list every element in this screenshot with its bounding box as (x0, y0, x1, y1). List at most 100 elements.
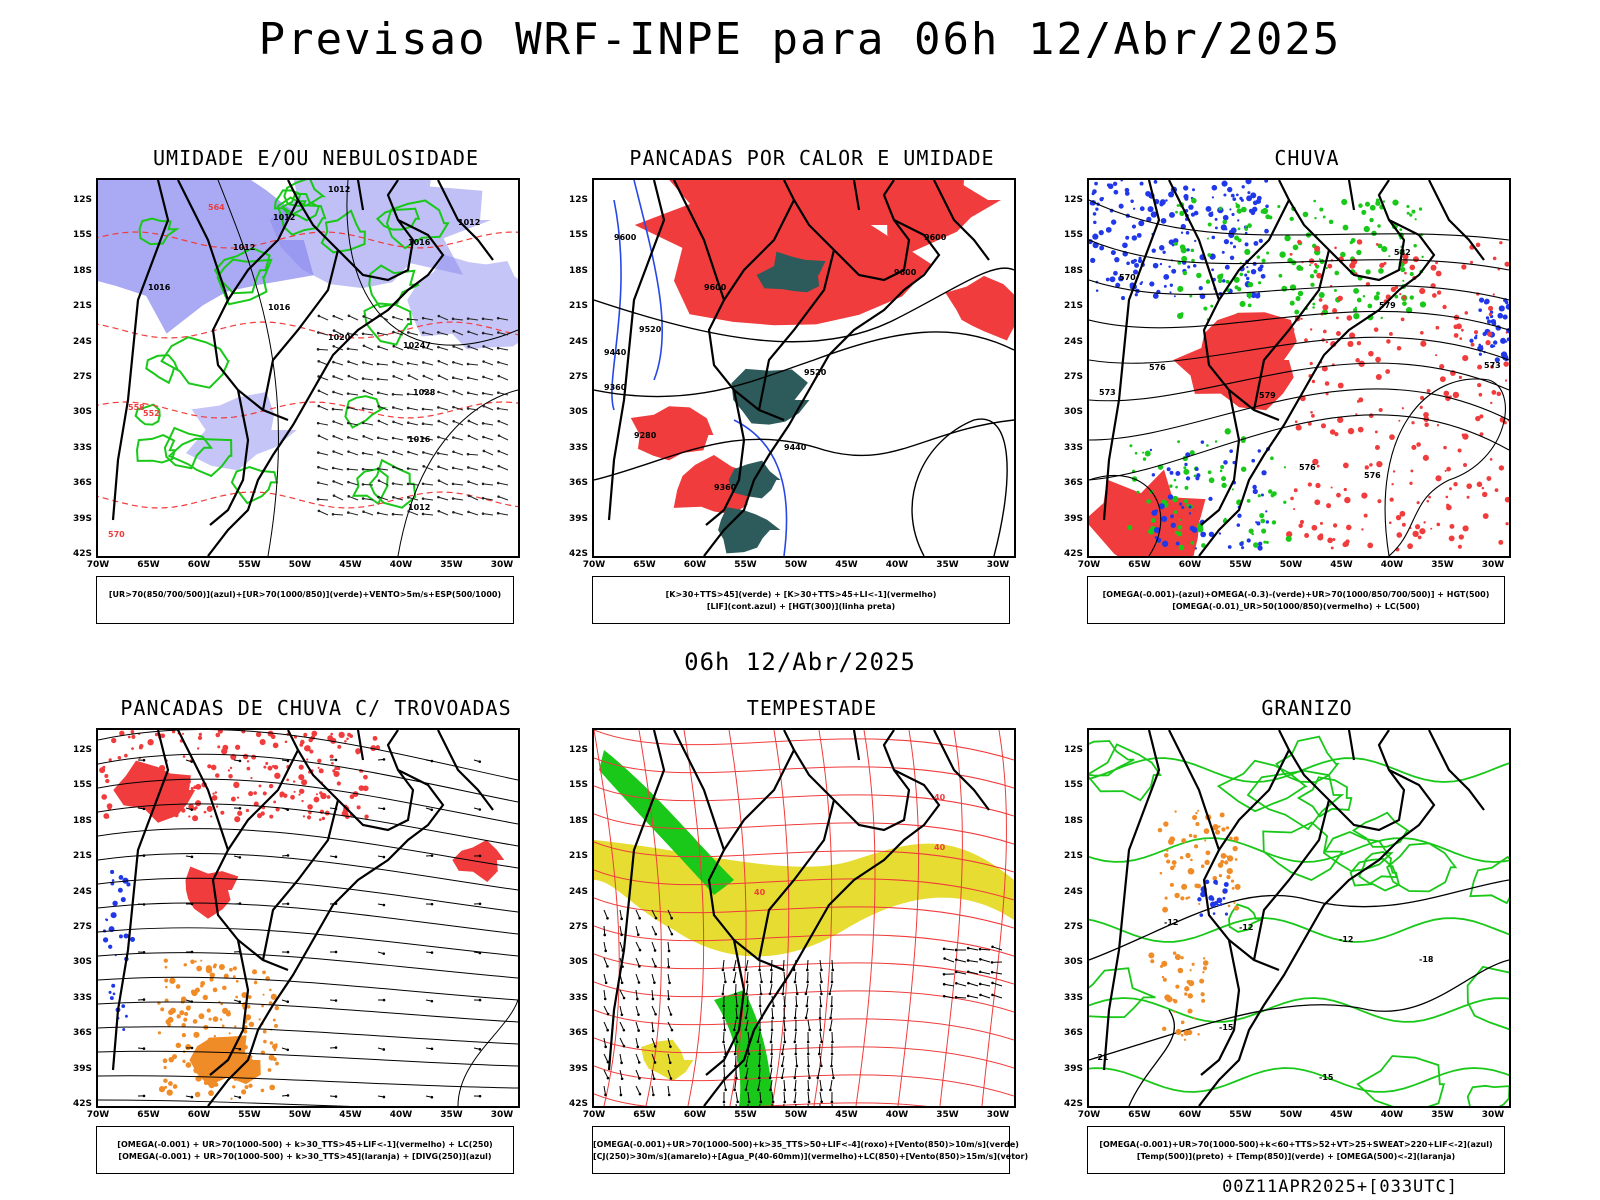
lat-tick-label: 39S (568, 1063, 588, 1074)
wind-vector (498, 407, 509, 411)
streamline-red (683, 730, 705, 1106)
omega-blue-dot (1211, 268, 1215, 272)
rain-dot-red (1304, 338, 1308, 342)
wind-vector (667, 965, 670, 969)
streamline-arrow (238, 1096, 242, 1099)
omega-green-dot (1144, 450, 1151, 457)
lon-tick-label: 35W (1431, 560, 1454, 570)
country-border (673, 180, 785, 422)
rain-dot-red (1330, 486, 1333, 489)
contour-label: 1012 (408, 503, 430, 512)
wind-vector (393, 331, 404, 336)
omega-blue-dot (1099, 245, 1105, 251)
wind-vector (980, 958, 991, 963)
hail-dot-blue (1222, 896, 1226, 900)
lon-tick-label: 65W (137, 1110, 160, 1120)
wind-vector (318, 315, 329, 321)
omega-green-dot (1314, 216, 1317, 220)
streamline-arrow (382, 903, 386, 907)
omega-blue-dot (1161, 540, 1169, 547)
geopotential-contour (594, 267, 1014, 343)
streamline (98, 927, 518, 957)
lat-tick-label: 27S (1063, 922, 1083, 932)
wind-vector (619, 1053, 623, 1063)
lon-tick-label: 30W (490, 1110, 514, 1120)
wind-vector (496, 316, 500, 320)
wind-vector (423, 317, 434, 321)
thunder-dot-red (370, 745, 377, 752)
lon-tick-label: 55W (238, 560, 261, 570)
wind-area-green (714, 990, 774, 1106)
rain-dot-red (1389, 497, 1394, 502)
wind-vector (391, 393, 395, 396)
omega-blue-dot (1159, 262, 1163, 266)
wind-vector (991, 945, 994, 949)
omega-green-dot (1220, 465, 1225, 470)
thunder-dot-orange (192, 1019, 198, 1024)
contour-label: 1016 (408, 435, 431, 444)
omega-blue-dot (1154, 536, 1158, 539)
thunder-dot-red (131, 734, 136, 739)
wind-vector (333, 376, 344, 381)
country-border (723, 199, 836, 411)
omega-green-dot (1246, 270, 1250, 274)
wind-vector (451, 317, 455, 321)
longitude-axis: 70W 65W 60W 55W 50W 45W 40W 35W 30W (87, 1110, 520, 1124)
rain-dot-red (1395, 514, 1402, 521)
omega-blue-dot (1158, 503, 1165, 510)
wind-vector (966, 994, 970, 998)
divergence-dot-blue (109, 996, 114, 1001)
omega-green-dot (1173, 478, 1177, 482)
wind-vector (482, 404, 486, 408)
wind-vector (804, 992, 808, 996)
rain-dot-red (1334, 432, 1339, 437)
hail-dot-blue (1197, 897, 1202, 902)
thunder-dot-orange (183, 1011, 189, 1017)
omega-blue-dot (1150, 211, 1158, 218)
wind-vector (438, 436, 449, 441)
omega-blue-dot (1126, 261, 1130, 266)
omega-blue-dot (1165, 199, 1168, 202)
hail-dot-blue (1199, 913, 1204, 917)
rain-dot-red (1436, 424, 1440, 427)
rain-dot-red (1322, 304, 1329, 311)
wind-vector (333, 391, 344, 396)
thunder-dot-orange (168, 1081, 173, 1086)
thunder-dot-red (346, 737, 349, 741)
omega-dot-orange (1202, 971, 1205, 974)
omega-green-dot (1278, 273, 1283, 278)
divergence-dot-blue (112, 992, 116, 996)
wind-vector (377, 495, 380, 499)
lat-tick-label: 36S (1063, 1028, 1083, 1039)
wind-vector (361, 483, 365, 486)
omega-blue-dot (1137, 258, 1143, 264)
wind-vector (331, 407, 335, 411)
thunder-dot-red (262, 791, 267, 796)
lat-tick-label: 15S (1063, 230, 1083, 241)
main-title: Previsao WRF-INPE para 06h 12/Abr/2025 (258, 14, 1342, 65)
thunder-dot-red (311, 730, 318, 737)
omega-green-dot (1283, 466, 1286, 469)
omega-green-dot (1312, 306, 1315, 309)
rain-dot-red (1342, 462, 1349, 469)
wind-vector (437, 359, 441, 363)
rain-dot-red (1315, 482, 1321, 489)
wind-vector (734, 1079, 737, 1090)
thunder-dot-orange (221, 1024, 225, 1028)
wind-vector (391, 512, 395, 516)
temp500-contour (1128, 1009, 1176, 1106)
wind-vector (757, 1079, 761, 1090)
divergence-dot-blue (126, 882, 131, 887)
divergence-dot-blue (110, 912, 117, 919)
wind-vector (498, 512, 509, 516)
omega-dot-orange (1229, 836, 1233, 841)
omega-blue-dot (1183, 193, 1189, 200)
omega-green-dot (1150, 518, 1156, 523)
wind-vector (467, 434, 471, 438)
omega-green-dot (1178, 544, 1185, 551)
omega-green-dot (1183, 468, 1190, 475)
lon-tick-label: 70W (582, 1110, 606, 1120)
omega-dot-orange (1189, 969, 1192, 972)
wind-vector (483, 483, 494, 486)
wind-vector (635, 1021, 640, 1031)
